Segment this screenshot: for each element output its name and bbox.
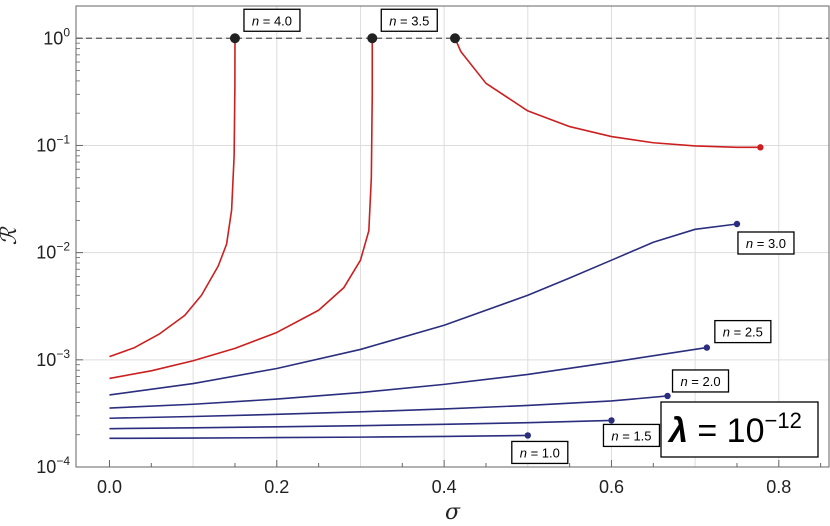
annotation-exponent: −12 [765,408,802,433]
curve-label-var: n [520,445,527,460]
y-tick-exponent: −2 [56,240,70,254]
series-end-point [664,392,671,400]
parameter-annotation-box [660,401,819,458]
curve-label-value: = 2.5 [730,325,763,340]
x-axis-label: σ [445,500,461,525]
parameter-annotation-text: λ = 10−12 [667,408,802,450]
curve-label-text: n = 1.0 [520,445,560,460]
curve-label-text: n = 4.0 [252,13,292,28]
series-end-point [608,417,615,424]
curve-label-var: n [252,13,259,28]
y-tick-exponent: −4 [56,454,70,468]
curve-label-value: = 3.5 [396,13,429,28]
y-tick-exponent: −3 [56,347,70,361]
curve-label-var: n [389,13,396,28]
curve-label-2: n = 1.5 [602,423,661,448]
curve-label-text: n = 2.5 [723,325,763,340]
x-tick-label: 0.2 [264,477,289,497]
y-tick-base: 10 [36,350,56,370]
curve-label-text: n = 3.5 [389,13,429,28]
curve-label-var: n [611,428,618,443]
curve-label-var: n [723,325,730,340]
x-tick-label: 0.8 [766,477,791,497]
plot-frame [75,5,830,468]
curve-label-text: n = 1.5 [611,428,651,443]
series-line-2 [109,419,612,430]
point-label-1: n = 4.0 [243,8,301,32]
curve-label-var: n [746,236,753,251]
series-end-point [524,432,531,439]
curve-label-box [511,440,569,465]
series-start-point [450,33,461,44]
x-tick-label: 0.0 [97,477,122,497]
curve-label-4: n = 2.5 [714,319,772,344]
curve-label-box [243,8,301,32]
curve-labels: n = 1.0n = 1.5n = 2.0n = 2.5n = 3.0n = 4… [243,8,795,465]
curve-label-value: = 3.0 [753,236,786,251]
y-tick-base: 10 [36,457,56,477]
curve-label-value: = 4.0 [259,13,292,28]
y-tick-base: 10 [36,135,56,155]
series-end-point [703,344,711,351]
y-tick-base: 10 [43,28,63,48]
series-line-7 [109,38,236,358]
curve-label-box [380,8,438,32]
y-tick-label: 10−1 [36,132,70,155]
series-layer [109,37,761,440]
y-tick-exponent: −1 [56,132,70,146]
curve-label-var: n [680,374,687,389]
series-line-1 [109,434,528,440]
y-tick-base: 10 [36,243,56,263]
annotation-equals: = 10 [688,412,765,450]
endpoint-markers [229,33,764,439]
x-tick-label: 0.6 [599,477,624,497]
y-axis-label: ℛ [0,226,22,245]
y-tick-label: 10−4 [36,454,70,477]
y-tick-label: 10−3 [36,347,70,370]
lambda-symbol: λ [667,412,688,450]
y-tick-label: 100 [43,25,70,48]
parameter-annotation: λ = 10−12 [660,401,819,458]
curve-label-text: n = 2.0 [680,374,720,389]
curve-label-box [714,319,772,344]
curve-label-5: n = 3.0 [737,231,795,255]
series-end-point [757,144,764,151]
curve-label-box [602,423,661,448]
point-label-2: n = 3.5 [380,8,438,32]
series-line-5 [109,223,738,396]
plot-border [75,5,830,468]
curve-label-value: = 1.0 [527,445,560,460]
curve-label-1: n = 1.0 [511,440,569,465]
series-line-3 [109,395,668,420]
grid [76,6,829,467]
x-tick-label: 0.4 [432,477,457,497]
curve-label-text: n = 3.0 [746,236,786,251]
series-end-point [733,220,741,228]
curve-label-value: = 1.5 [619,428,652,443]
curve-label-box [737,231,795,255]
curve-label-value: = 2.0 [688,374,721,389]
y-tick-exponent: 0 [63,25,70,39]
curve-label-box [671,369,730,393]
series-end-point [229,33,240,44]
y-tick-label: 10−2 [36,240,70,263]
curve-label-3: n = 2.0 [671,369,730,393]
series-line-6 [109,38,374,380]
series-line-4 [109,346,707,409]
series-end-point [367,33,378,44]
series-line-8 [454,37,761,149]
